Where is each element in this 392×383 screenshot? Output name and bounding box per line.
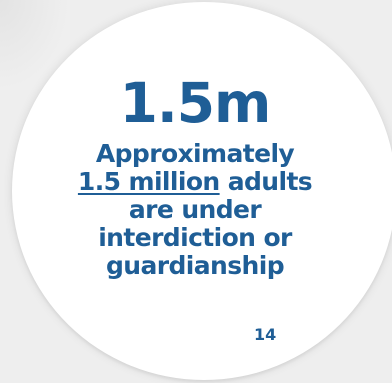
- stat-highlight: 1.5 million: [77, 167, 220, 196]
- stat-line-2: 1.5 million adults: [40, 168, 350, 196]
- footnote-number: 14: [254, 325, 277, 344]
- stat-line-4: interdiction or: [98, 223, 292, 252]
- stat-content: 1.5m Approximately 1.5 million adults ar…: [40, 72, 350, 280]
- stat-description: Approximately 1.5 million adults are und…: [40, 140, 350, 280]
- stat-line-1: Approximately: [95, 139, 295, 168]
- stat-circle: [12, 2, 392, 380]
- stat-value: 1.5m: [119, 71, 272, 135]
- stat-line-2-rest: adults: [227, 167, 313, 196]
- stat-line-5: guardianship: [106, 251, 285, 280]
- stat-line-3: are under: [128, 195, 262, 224]
